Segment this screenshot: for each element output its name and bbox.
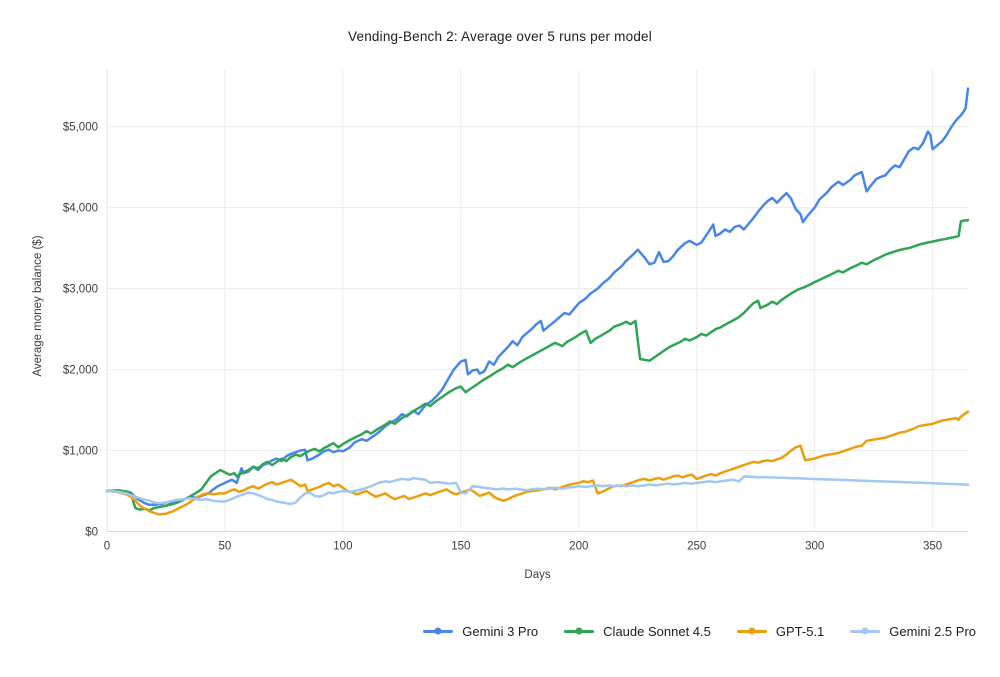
x-tick-label: 250 — [687, 541, 706, 553]
y-tick-label: $4,000 — [63, 203, 98, 215]
series-line-gemini-2-5-pro — [105, 475, 970, 506]
line-swatch-icon — [736, 627, 767, 635]
legend-item-gpt-5-1[interactable]: GPT-5.1 — [736, 623, 825, 639]
series-line-gemini-3-pro — [105, 87, 970, 507]
series-line-gpt-5-1 — [105, 410, 970, 516]
line-swatch-icon — [850, 627, 881, 635]
x-axis-title: Days — [524, 569, 551, 581]
y-axis-title: Average money balance ($) — [32, 235, 44, 377]
x-tick-label: 50 — [219, 541, 232, 553]
legend-label: Claude Sonnet 4.5 — [603, 623, 711, 639]
legend-item-claude-sonnet-4-5[interactable]: Claude Sonnet 4.5 — [564, 624, 711, 639]
x-tick-label: 0 — [104, 541, 110, 553]
y-tick-label: $5,000 — [63, 122, 98, 134]
chart-title: Vending-Bench 2: Average over 5 runs per… — [348, 29, 652, 44]
legend-item-gemini-2-5-pro[interactable]: Gemini 2.5 Pro — [850, 624, 976, 639]
x-tick-label: 200 — [569, 541, 588, 553]
x-tick-label: 300 — [805, 541, 824, 553]
legend-label: Gemini 2.5 Pro — [889, 623, 976, 639]
chart-legend: Gemini 3 Pro Claude Sonnet 4.5 GPT-5.1 G… — [423, 620, 976, 642]
series-line-claude-sonnet-4-5 — [105, 218, 970, 512]
x-tick-label: 100 — [333, 541, 352, 553]
legend-item-gemini-3-pro[interactable]: Gemini 3 Pro — [423, 624, 538, 639]
x-tick-label: 150 — [451, 541, 470, 553]
line-swatch-icon — [423, 627, 454, 635]
legend-label: Gemini 3 Pro — [462, 623, 539, 639]
y-tick-label: $3,000 — [63, 284, 98, 296]
legend-label: GPT-5.1 — [775, 623, 825, 639]
y-tick-label: $2,000 — [63, 365, 98, 377]
y-tick-label: $0 — [85, 527, 98, 539]
y-tick-label: $1,000 — [63, 446, 98, 458]
line-swatch-icon — [564, 627, 595, 635]
x-tick-label: 350 — [923, 541, 942, 553]
